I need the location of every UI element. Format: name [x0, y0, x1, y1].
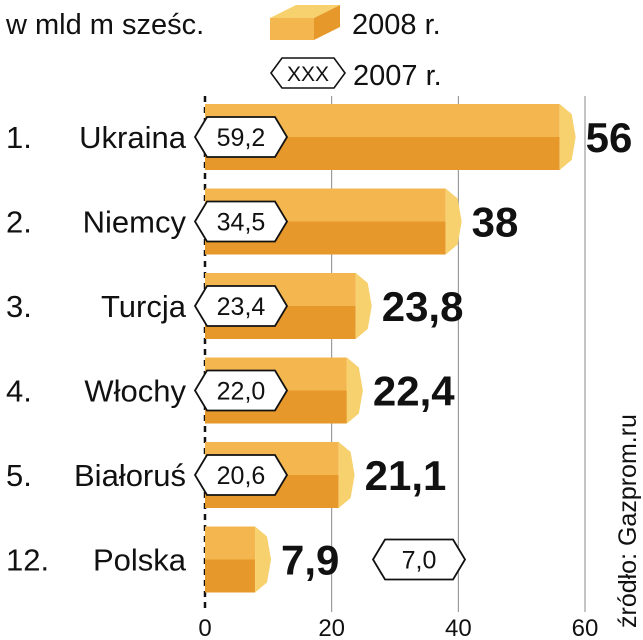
category-label: Niemcy	[83, 205, 187, 240]
value-badge-2007	[193, 454, 289, 496]
category-rank: 4.	[6, 374, 32, 409]
value-label-2007: 22,0	[217, 378, 266, 406]
value-label-2008: 56	[586, 114, 633, 161]
source-note: źródło: Gazprom.ru	[614, 414, 642, 628]
value-label-2007: 20,6	[217, 462, 266, 490]
x-tick-label-40: 40	[445, 615, 472, 640]
value-label-2007: 23,4	[217, 293, 266, 321]
value-badge-2007	[193, 369, 289, 412]
category-rank: 1.	[6, 120, 32, 155]
x-tick-label-0: 0	[198, 615, 211, 640]
value-label-2008: 7,9	[281, 537, 339, 584]
category-label: Białoruś	[74, 458, 186, 493]
value-label-2007: 34,5	[217, 209, 266, 237]
bar-2008-cap	[346, 357, 363, 424]
label-layer: 0 20 40 60 1. Ukraina 56 59,2 2. Niemcy 38 34,5 3. Tu…	[6, 114, 632, 640]
legend-2008-label: 2008 r.	[352, 9, 441, 41]
bar-2008-cap	[355, 273, 372, 339]
bar-2008-cap	[338, 442, 355, 508]
category-label: Turcja	[101, 289, 187, 324]
bar-2008-bottom	[205, 559, 256, 593]
value-label-2007: 59,2	[217, 124, 266, 152]
category-rank: 3.	[6, 289, 32, 324]
legend-2007-label: 2007 r.	[353, 60, 442, 92]
bar-layer	[205, 104, 576, 593]
unit-label: w mld m sześc.	[5, 9, 204, 41]
value-label-2008: 22,4	[373, 368, 455, 415]
value-label-2008: 23,8	[382, 283, 464, 330]
bar-2008-cap	[559, 104, 576, 170]
value-badge-2007	[193, 200, 289, 243]
bar-2008-cap	[255, 526, 272, 593]
category-rank: 12.	[6, 543, 49, 578]
category-label: Włochy	[84, 374, 186, 409]
category-label: Polska	[93, 543, 187, 578]
legend-2007-sample: XXX	[287, 63, 329, 86]
value-label-2008: 38	[472, 199, 519, 246]
grid-layer	[203, 96, 586, 612]
x-tick-label-60: 60	[572, 615, 599, 640]
value-label-2008: 21,1	[365, 452, 447, 499]
x-tick-label-20: 20	[318, 615, 345, 640]
value-badge-2007	[193, 285, 289, 327]
value-label-2007: 7,0	[402, 547, 437, 575]
category-rank: 2.	[6, 205, 32, 240]
legend-2008-swatch	[270, 5, 340, 40]
bar-2008-top	[205, 526, 256, 560]
value-badge-2007	[193, 116, 289, 158]
category-label: Ukraina	[79, 120, 187, 155]
legend-2007-swatch: XXX	[270, 57, 346, 89]
category-rank: 5.	[6, 458, 32, 493]
bar-2008-cap	[445, 188, 462, 255]
value-badge-2007	[371, 538, 467, 581]
